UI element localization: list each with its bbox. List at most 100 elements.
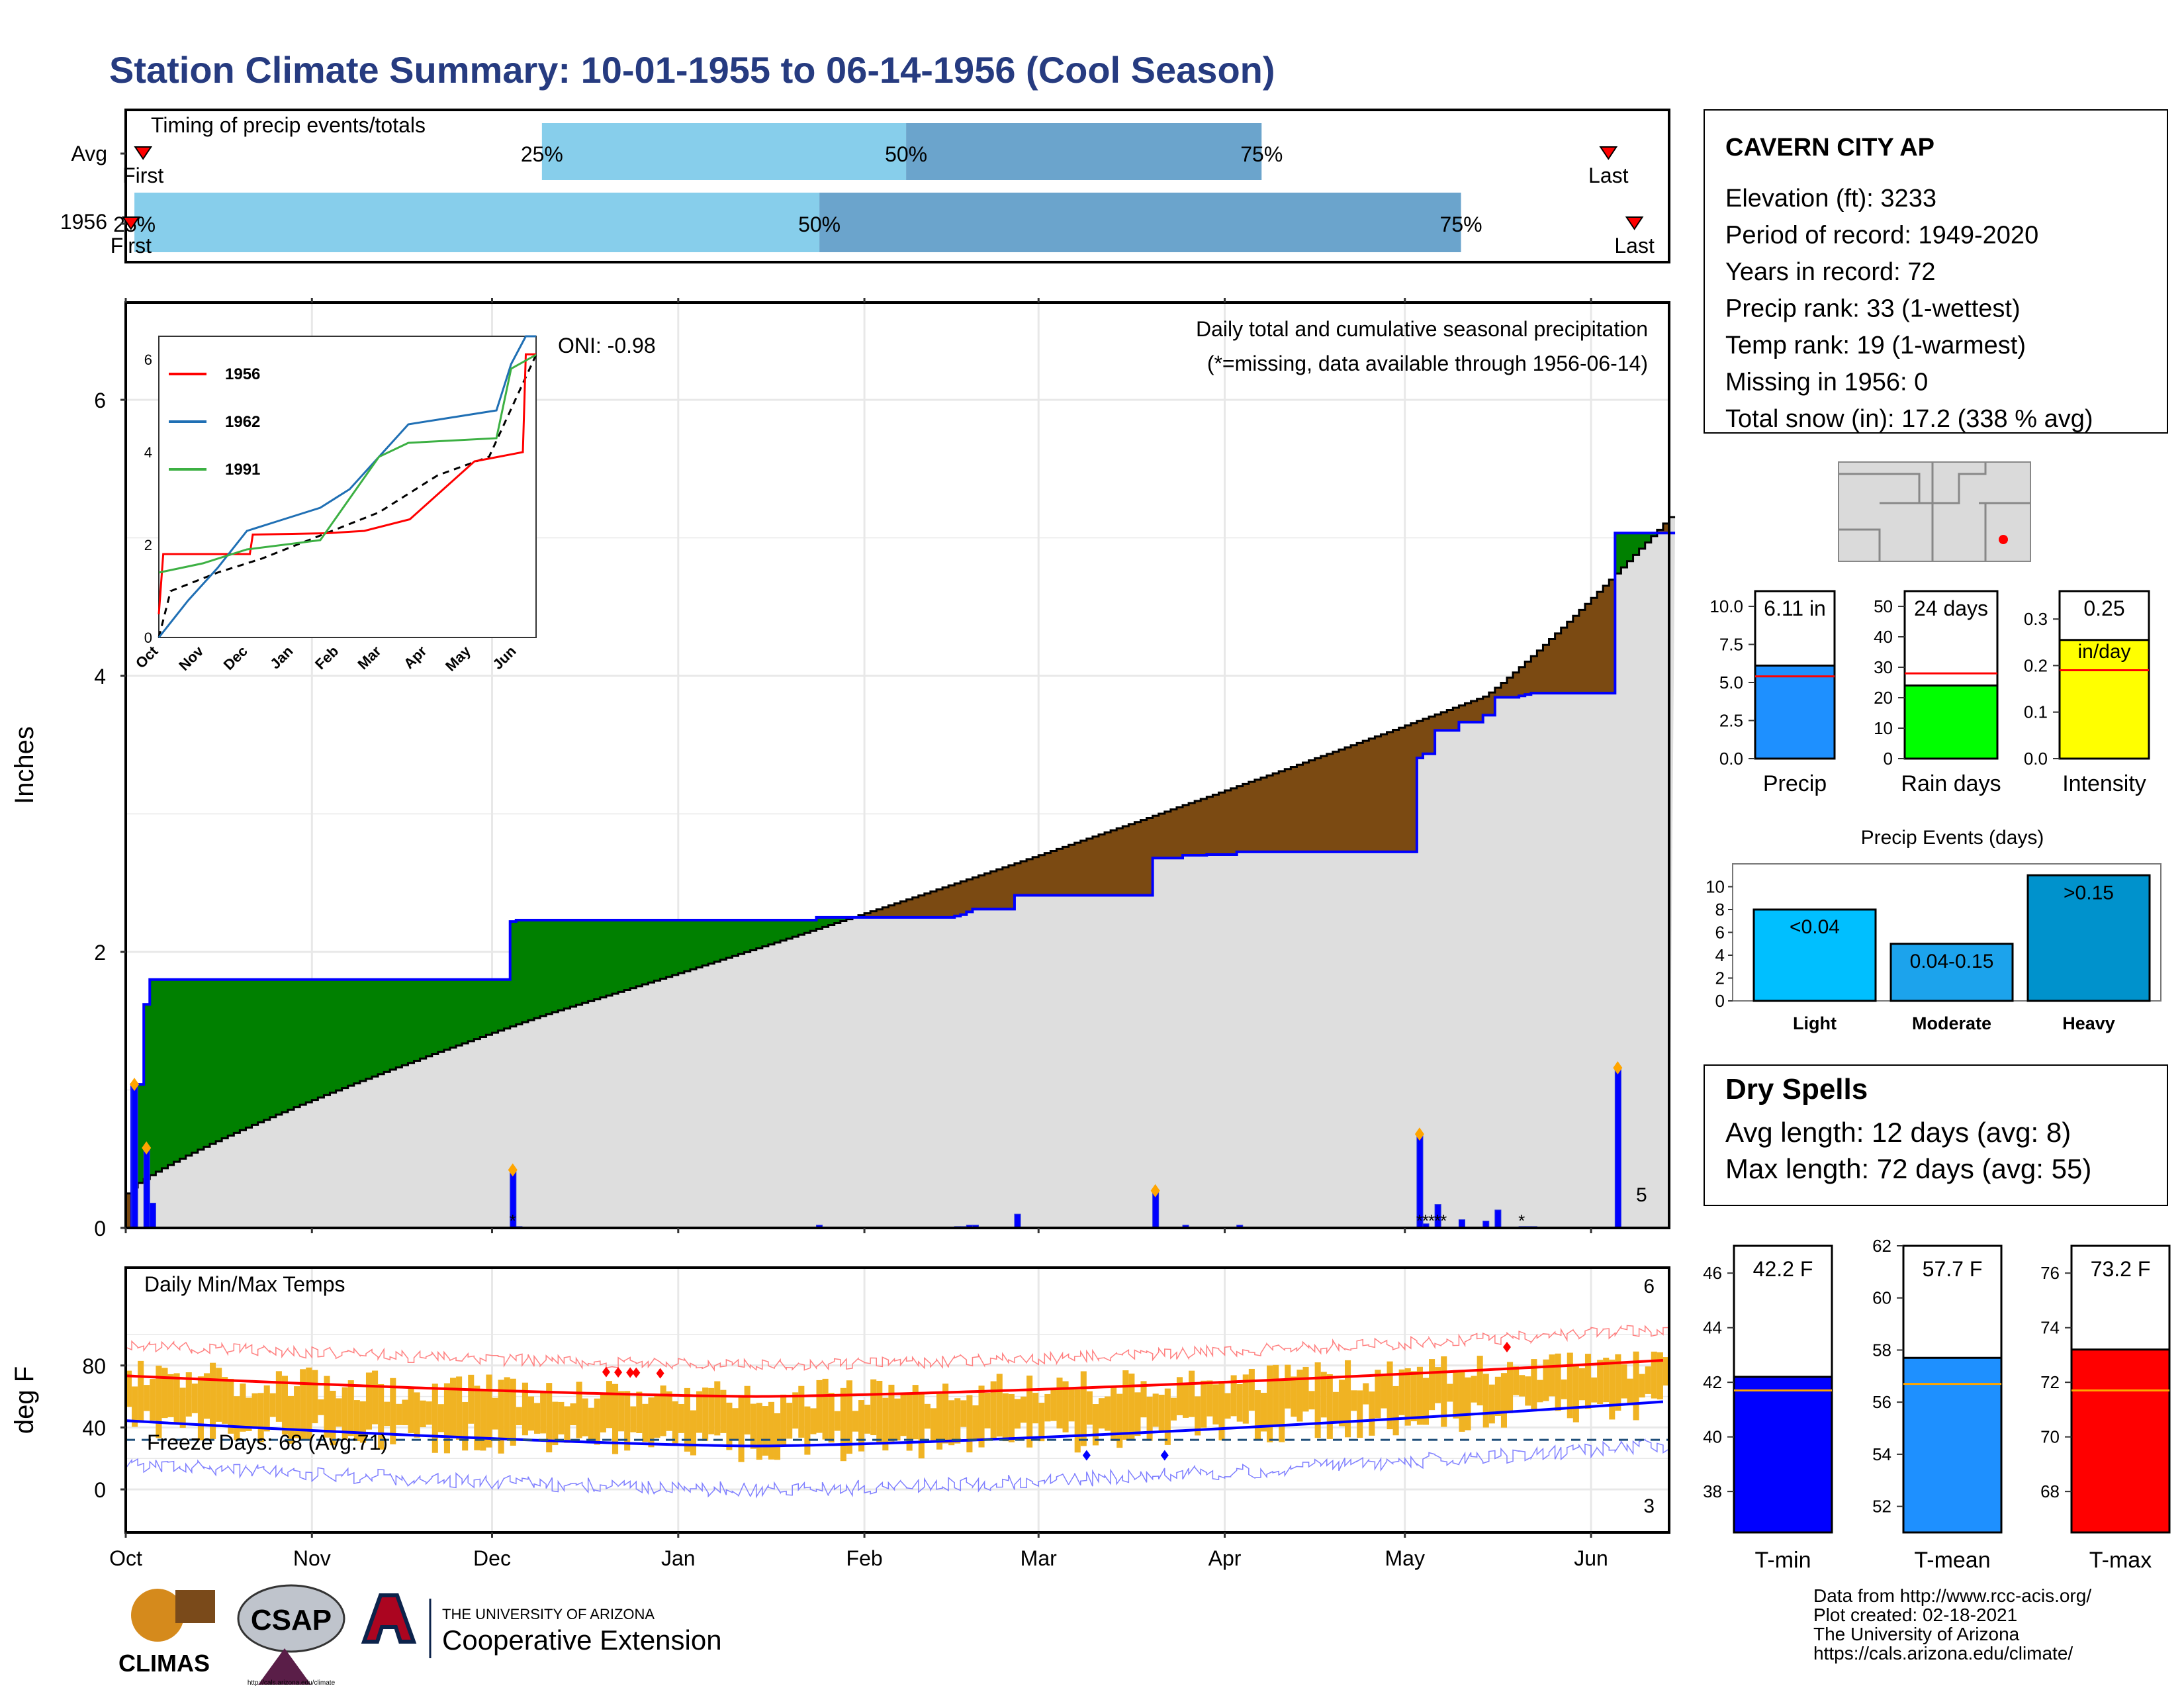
csap-url: http://cals.arizona.edu/climate bbox=[248, 1679, 336, 1687]
events-bar bbox=[1752, 908, 1877, 1002]
daily-temp-range-bar bbox=[347, 1380, 354, 1436]
mini-bar-value bbox=[1754, 664, 1836, 760]
month-label: Nov bbox=[293, 1546, 331, 1570]
daily-temp-range-bar bbox=[246, 1397, 252, 1431]
timing-bar-dark bbox=[819, 193, 1461, 252]
daily-temp-range-bar bbox=[1465, 1377, 1471, 1430]
daily-temp-range-bar bbox=[678, 1403, 684, 1433]
temp-bar-value bbox=[1733, 1376, 1833, 1534]
daily-temp-range-bar bbox=[1302, 1366, 1309, 1412]
daily-temp-range-bar bbox=[756, 1403, 762, 1460]
mini-bar-tick-label: 0.3 bbox=[2024, 609, 2048, 629]
daily-temp-range-bar bbox=[498, 1380, 504, 1454]
daily-temp-range-bar bbox=[1657, 1352, 1663, 1400]
daily-temp-range-bar bbox=[876, 1380, 883, 1445]
daily-temp-range-bar bbox=[618, 1391, 625, 1432]
inset-ytick-label: 6 bbox=[144, 352, 152, 368]
events-bar-inner-label: >0.15 bbox=[2064, 882, 2114, 904]
daily-temp-range-bar bbox=[486, 1374, 492, 1448]
daily-temp-range-bar bbox=[1212, 1384, 1219, 1425]
daily-temp-range-bar bbox=[1218, 1381, 1225, 1440]
daily-temp-range-bar bbox=[468, 1374, 475, 1424]
daily-temp-range-bar bbox=[648, 1397, 655, 1448]
daily-temp-range-bar bbox=[144, 1385, 150, 1411]
daily-temp-range-bar bbox=[972, 1405, 979, 1440]
temp-bar-value-label: 73.2 F bbox=[2091, 1257, 2151, 1281]
dry-title: Dry Spells bbox=[1725, 1073, 1868, 1105]
station-info-line: Elevation (ft): 3233 bbox=[1725, 185, 1936, 212]
temp-ytick-label: 0 bbox=[94, 1478, 106, 1502]
daily-temp-range-bar bbox=[378, 1383, 385, 1450]
daily-temp-range-bar bbox=[792, 1392, 799, 1429]
month-label: Feb bbox=[846, 1546, 883, 1570]
daily-temp-range-bar bbox=[1375, 1370, 1381, 1419]
timing-label: Timing of precip events/totals bbox=[151, 113, 426, 137]
daily-temp-range-bar bbox=[432, 1383, 438, 1453]
events-bar-label: Moderate bbox=[1912, 1013, 1991, 1033]
mini-bar-label: Precip bbox=[1763, 771, 1827, 796]
daily-temp-range-bar bbox=[1026, 1376, 1033, 1448]
daily-temp-range-bar bbox=[1459, 1372, 1465, 1432]
daily-temp-range-bar bbox=[1279, 1380, 1285, 1442]
daily-temp-range-bar bbox=[1308, 1391, 1315, 1410]
daily-temp-range-bar bbox=[1578, 1368, 1585, 1401]
daily-temp-range-bar bbox=[240, 1383, 246, 1432]
daily-temp-range-bar bbox=[1273, 1364, 1279, 1427]
daily-temp-range-bar bbox=[1429, 1359, 1435, 1411]
events-bar-label: Heavy bbox=[2062, 1013, 2115, 1033]
last-event-marker bbox=[1599, 146, 1618, 160]
inset-legend-label: 1962 bbox=[225, 413, 260, 431]
daily-temp-range-bar bbox=[1074, 1389, 1081, 1453]
daily-temp-range-bar bbox=[263, 1385, 270, 1432]
timing-p50-label: 50% bbox=[885, 142, 927, 166]
daily-temp-range-bar bbox=[924, 1403, 931, 1429]
daily-temp-range-bar bbox=[1543, 1359, 1549, 1401]
precip-note: (*=missing, data available through 1956-… bbox=[1207, 352, 1648, 375]
map-boundaries bbox=[1839, 462, 2030, 561]
daily-temp-range-bar bbox=[1453, 1370, 1459, 1419]
daily-temp-range-bar bbox=[1332, 1391, 1339, 1423]
inset-normal-line bbox=[158, 354, 537, 638]
station-info-line: Temp rank: 19 (1-warmest) bbox=[1725, 332, 2026, 359]
timing-row-1956-label: 1956 bbox=[60, 210, 107, 234]
month-label: Jan bbox=[661, 1546, 696, 1570]
daily-temp-range-bar bbox=[1392, 1385, 1399, 1436]
daily-temp-range-bar bbox=[1482, 1374, 1489, 1428]
month-label: Apr bbox=[1208, 1546, 1242, 1570]
timing-bar-light bbox=[541, 123, 907, 180]
record-min-count: 3 bbox=[1643, 1495, 1655, 1517]
daily-temp-range-bar bbox=[660, 1385, 666, 1436]
inset-legend-label: 1991 bbox=[225, 461, 260, 479]
daily-temp-range-bar bbox=[810, 1408, 817, 1434]
daily-temp-range-bar bbox=[1021, 1396, 1027, 1423]
daily-temp-range-bar bbox=[624, 1391, 631, 1451]
daily-temp-range-bar bbox=[1236, 1384, 1243, 1422]
daily-temp-range-bar bbox=[852, 1411, 859, 1432]
temp-bar-tick-label: 70 bbox=[2040, 1427, 2060, 1447]
daily-temp-range-bar bbox=[294, 1386, 300, 1438]
freeze-days-label: Freeze Days: 68 (Avg:71) bbox=[147, 1430, 388, 1454]
temp-ylabel: deg F bbox=[10, 1366, 39, 1434]
daily-temp-range-bar bbox=[1584, 1354, 1592, 1409]
daily-temp-range-bar bbox=[912, 1385, 919, 1440]
daily-temp-range-bar bbox=[1639, 1374, 1645, 1398]
record-precip-marker bbox=[508, 1163, 518, 1177]
daily-temp-range-bar bbox=[546, 1383, 553, 1453]
temp-ytick-label: 80 bbox=[82, 1354, 106, 1378]
daily-temp-range-bar bbox=[606, 1381, 612, 1429]
daily-temp-range-bar bbox=[846, 1380, 852, 1454]
daily-temp-range-bar bbox=[1477, 1356, 1483, 1406]
daily-temp-range-bar bbox=[786, 1403, 793, 1439]
first-event-label: First bbox=[111, 234, 152, 258]
temp-bar-tick-label: 68 bbox=[2040, 1481, 2060, 1501]
daily-temp-range-bar bbox=[203, 1373, 210, 1419]
first-event-label: First bbox=[122, 164, 163, 187]
daily-temp-range-bar bbox=[750, 1403, 756, 1449]
daily-precip-bar bbox=[149, 1202, 156, 1229]
precip-ytick-label: 0 bbox=[94, 1217, 106, 1241]
daily-temp-range-bar bbox=[594, 1398, 600, 1445]
daily-temp-range-bar bbox=[960, 1400, 967, 1427]
daily-temp-range-bar bbox=[1314, 1362, 1321, 1438]
daily-temp-range-bar bbox=[300, 1369, 306, 1441]
